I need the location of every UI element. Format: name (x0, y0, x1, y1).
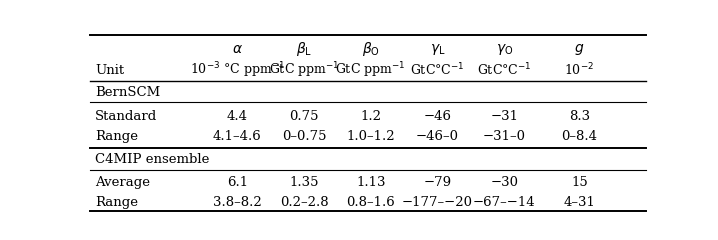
Text: −31–0: −31–0 (482, 130, 526, 144)
Text: −177–−20: −177–−20 (402, 196, 473, 209)
Text: −67–−14: −67–−14 (473, 196, 536, 209)
Text: Range: Range (95, 130, 139, 144)
Text: Range: Range (95, 196, 139, 209)
Text: 1.2: 1.2 (360, 110, 381, 123)
Text: −31: −31 (490, 110, 518, 123)
Text: 0.2–2.8: 0.2–2.8 (280, 196, 328, 209)
Text: Standard: Standard (95, 110, 157, 123)
Text: 8.3: 8.3 (569, 110, 590, 123)
Text: −46: −46 (424, 110, 452, 123)
Text: Average: Average (95, 176, 150, 189)
Text: BernSCM: BernSCM (95, 86, 161, 99)
Text: −46–0: −46–0 (416, 130, 459, 144)
Text: 0–8.4: 0–8.4 (561, 130, 597, 144)
Text: 10$^{-2}$: 10$^{-2}$ (564, 62, 595, 79)
Text: 15: 15 (571, 176, 588, 189)
Text: 4–31: 4–31 (564, 196, 595, 209)
Text: Unit: Unit (95, 64, 124, 77)
Text: $g$: $g$ (574, 42, 584, 57)
Text: GtC°C$^{-1}$: GtC°C$^{-1}$ (477, 62, 531, 79)
Text: 1.13: 1.13 (356, 176, 386, 189)
Text: $\alpha$: $\alpha$ (232, 42, 243, 56)
Text: 0.8–1.6: 0.8–1.6 (346, 196, 395, 209)
Text: 1.0–1.2: 1.0–1.2 (347, 130, 395, 144)
Text: 4.4: 4.4 (227, 110, 248, 123)
Text: 0.75: 0.75 (289, 110, 319, 123)
Text: −79: −79 (424, 176, 452, 189)
Text: C4MIP ensemble: C4MIP ensemble (95, 153, 210, 166)
Text: 4.1–4.6: 4.1–4.6 (213, 130, 261, 144)
Text: −30: −30 (490, 176, 518, 189)
Text: 6.1: 6.1 (227, 176, 248, 189)
Text: 0–0.75: 0–0.75 (281, 130, 326, 144)
Text: $\gamma_{\mathrm{L}}$: $\gamma_{\mathrm{L}}$ (430, 42, 445, 57)
Text: GtC ppm$^{-1}$: GtC ppm$^{-1}$ (335, 60, 406, 80)
Text: 10$^{-3}$ °C ppm$^{-1}$: 10$^{-3}$ °C ppm$^{-1}$ (190, 60, 285, 80)
Text: $\beta_{\mathrm{O}}$: $\beta_{\mathrm{O}}$ (362, 40, 380, 58)
Text: GtC ppm$^{-1}$: GtC ppm$^{-1}$ (269, 60, 340, 80)
Text: 3.8–8.2: 3.8–8.2 (213, 196, 261, 209)
Text: 1.35: 1.35 (289, 176, 319, 189)
Text: $\gamma_{\mathrm{O}}$: $\gamma_{\mathrm{O}}$ (495, 42, 513, 57)
Text: $\beta_{\mathrm{L}}$: $\beta_{\mathrm{L}}$ (296, 40, 312, 58)
Text: GtC°C$^{-1}$: GtC°C$^{-1}$ (410, 62, 465, 79)
